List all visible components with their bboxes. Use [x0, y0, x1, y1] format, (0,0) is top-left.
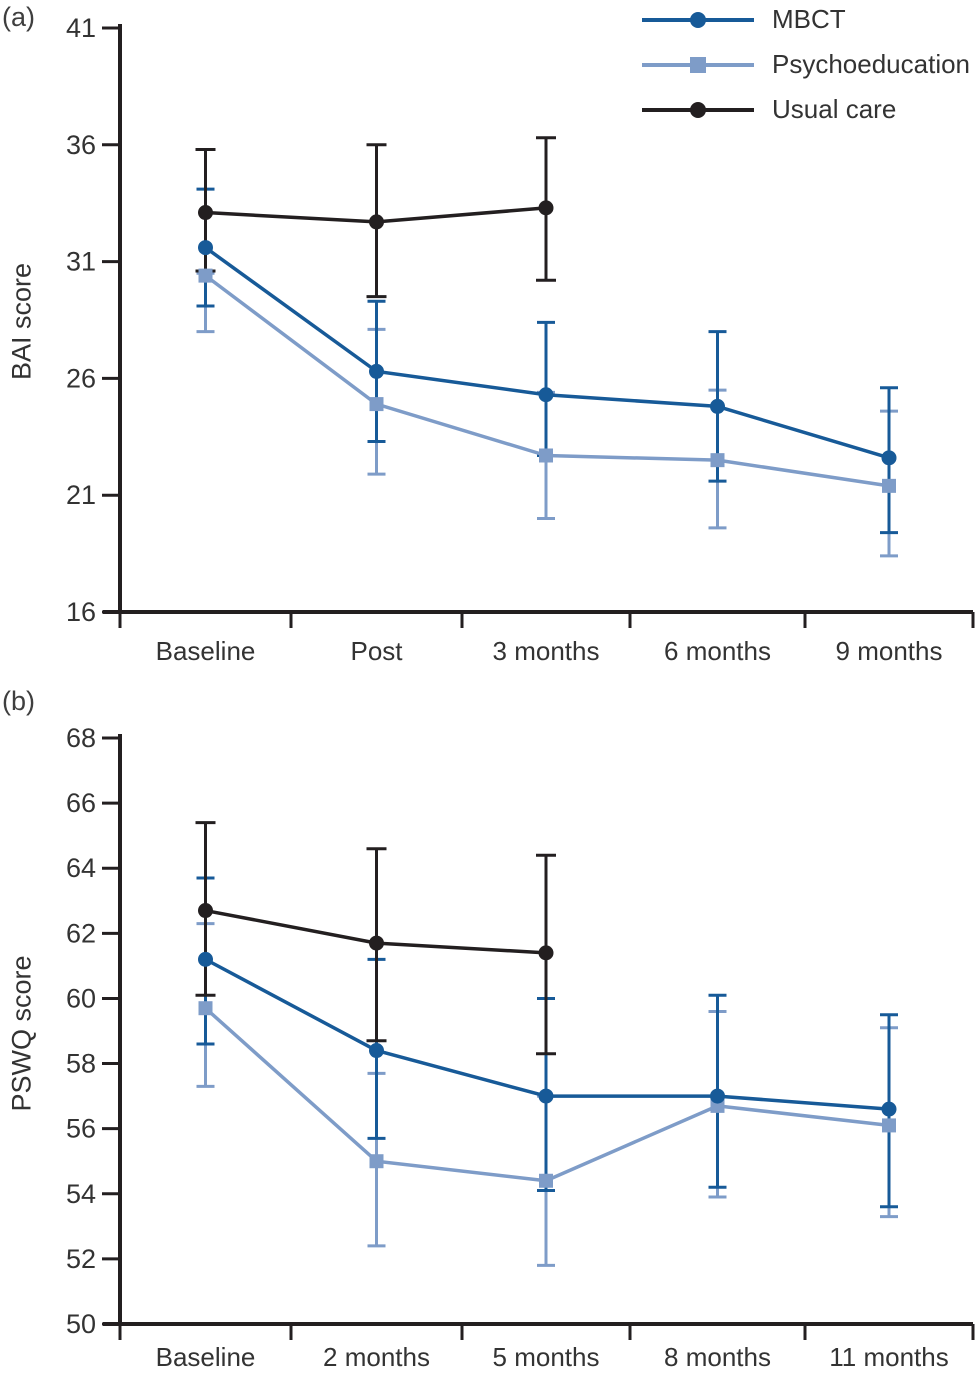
data-point-circle — [538, 200, 554, 216]
x-category-label: 8 months — [664, 1342, 771, 1372]
data-point-circle — [369, 1043, 384, 1059]
y-tick-label: 36 — [66, 130, 96, 160]
legend-label-psychoeducation: Psychoeducation — [772, 49, 971, 79]
data-point-circle — [369, 935, 384, 951]
legend-item-usual-care: Usual care — [640, 87, 970, 132]
data-point-circle — [881, 1101, 897, 1117]
data-point-square — [539, 448, 553, 463]
data-point-square — [539, 1173, 553, 1188]
x-category-label: 9 months — [836, 636, 943, 666]
y-tick-label: 21 — [66, 480, 96, 510]
y-tick-label: 68 — [66, 723, 96, 753]
x-category-label: 3 months — [493, 636, 600, 666]
legend-swatch-psychoeducation — [642, 56, 754, 73]
legend-circle-marker-icon — [690, 101, 706, 118]
data-point-square — [369, 1154, 384, 1169]
x-category-label: Post — [350, 636, 403, 666]
y-tick-label: 58 — [66, 1049, 96, 1079]
x-category-label: Baseline — [156, 1342, 256, 1372]
y-tick-label: 64 — [66, 853, 96, 883]
y-tick-label: 50 — [66, 1309, 96, 1339]
x-category-label: Baseline — [156, 636, 256, 666]
data-point-circle — [198, 951, 213, 967]
legend-label-usual-care: Usual care — [772, 94, 897, 124]
legend-swatch-mbct — [642, 11, 754, 28]
data-point-circle — [710, 1088, 725, 1104]
y-tick-label: 66 — [66, 788, 96, 818]
y-tick-label: 26 — [66, 363, 96, 393]
legend-swatch-usual-care — [642, 101, 754, 118]
data-point-circle — [369, 214, 384, 230]
panel-b-tag: (b) — [2, 686, 35, 716]
data-point-circle — [369, 363, 384, 379]
data-point-circle — [538, 387, 554, 403]
data-point-square — [198, 1001, 213, 1016]
y-tick-label: 41 — [66, 13, 96, 43]
legend-label-mbct: MBCT — [772, 4, 846, 34]
y-tick-label: 16 — [66, 597, 96, 627]
data-point-circle — [538, 1088, 554, 1104]
data-point-circle — [710, 398, 725, 414]
legend-square-marker-icon — [690, 56, 706, 73]
legend-circle-marker-icon — [690, 11, 706, 28]
data-point-circle — [881, 450, 897, 466]
x-category-label: 5 months — [493, 1342, 600, 1372]
data-point-square — [198, 268, 213, 283]
legend: MBCT Psychoeducation Usual care — [640, 0, 970, 132]
y-axis-title-pswq: PSWQ score — [6, 955, 37, 1112]
legend-item-mbct: MBCT — [640, 0, 970, 42]
y-tick-label: 56 — [66, 1114, 96, 1144]
y-tick-label: 60 — [66, 983, 96, 1013]
y-tick-label: 31 — [66, 247, 96, 277]
data-point-square — [882, 478, 896, 493]
legend-item-psychoeducation: Psychoeducation — [640, 42, 970, 87]
data-point-circle — [198, 205, 213, 221]
x-category-label: 6 months — [664, 636, 771, 666]
y-tick-label: 54 — [66, 1179, 96, 1209]
y-axis-title-bai: BAI score — [6, 262, 37, 381]
y-tick-label: 62 — [66, 918, 96, 948]
x-category-label: 11 months — [829, 1342, 948, 1372]
data-point-square — [369, 397, 384, 412]
data-point-circle — [538, 945, 554, 961]
x-category-label: 2 months — [323, 1342, 430, 1372]
panel-a-tag: (a) — [2, 2, 35, 32]
data-point-square — [882, 1118, 896, 1133]
data-point-square — [710, 453, 725, 468]
y-tick-label: 52 — [66, 1244, 96, 1274]
data-point-circle — [198, 903, 213, 919]
data-point-circle — [198, 240, 213, 256]
